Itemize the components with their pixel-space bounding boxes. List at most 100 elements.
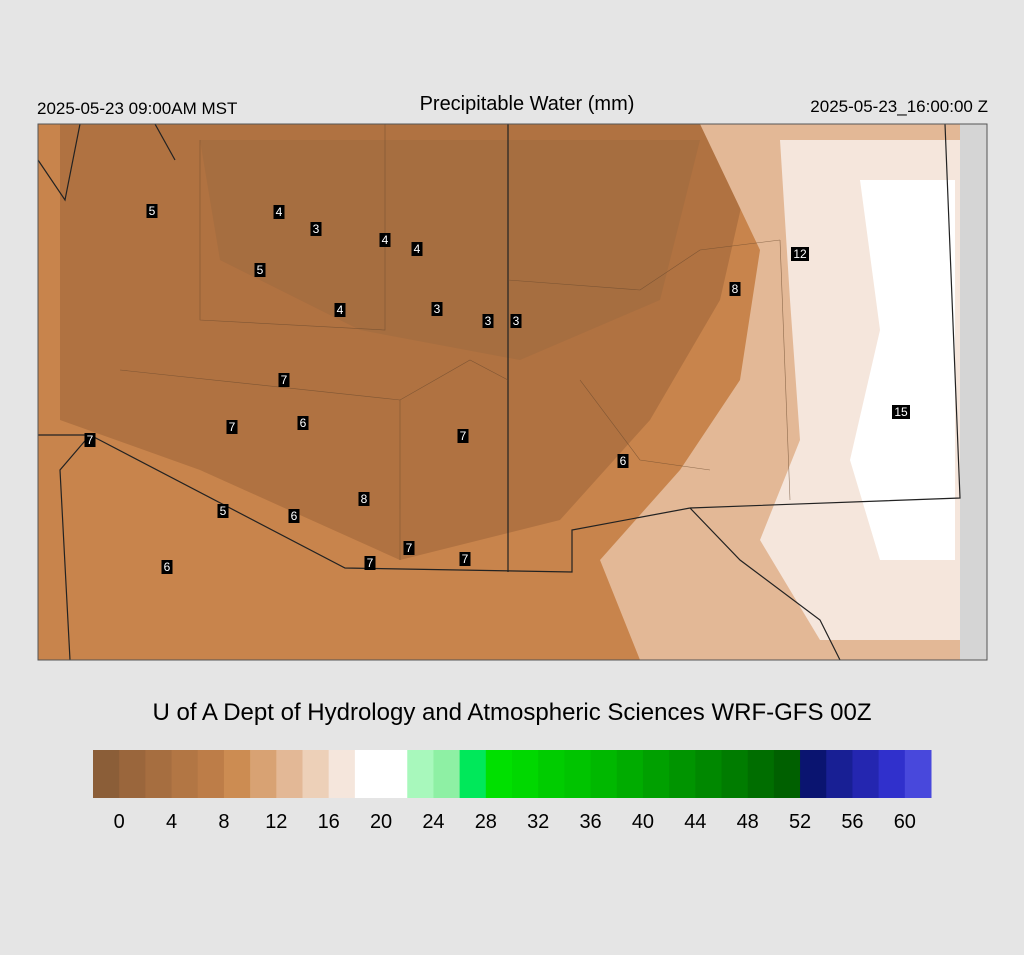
- station-value: 7: [281, 373, 288, 387]
- station-value: 7: [367, 556, 374, 570]
- colorbar-label: 8: [218, 811, 229, 833]
- station-value: 7: [229, 420, 236, 434]
- colorbar-swatch: [328, 750, 356, 798]
- station-value: 15: [894, 405, 908, 419]
- station-box: [297, 416, 309, 430]
- station-value: 4: [276, 205, 283, 219]
- colorbar-swatch: [826, 750, 853, 798]
- colorbar-swatch: [852, 750, 880, 798]
- station-value: 4: [382, 233, 389, 247]
- colorbar-swatch: [904, 750, 932, 798]
- colorbar-swatch: [538, 750, 565, 798]
- colorbar-swatch: [512, 750, 539, 798]
- colorbar-swatch: [669, 750, 696, 798]
- station-box: [364, 556, 376, 570]
- colorbar-swatch: [250, 750, 277, 798]
- station-box: [84, 433, 96, 447]
- station-box: [892, 405, 910, 419]
- colorbar-swatch: [721, 750, 749, 798]
- station-value: 7: [406, 541, 413, 555]
- station-value: 6: [300, 416, 307, 430]
- station-box: [334, 303, 346, 317]
- colorbar-label: 60: [894, 811, 916, 833]
- colorbar-swatch: [747, 750, 775, 798]
- map: [37, 123, 988, 661]
- station-box: [459, 552, 471, 566]
- colorbar-label: 36: [579, 811, 601, 833]
- colorbar-swatch: [145, 750, 173, 798]
- station-box: [510, 314, 522, 328]
- colorbar-swatch: [171, 750, 199, 798]
- colorbar-swatch: [459, 750, 487, 798]
- station-value: 6: [620, 454, 627, 468]
- station-value: 7: [460, 429, 467, 443]
- station-value: 6: [291, 509, 298, 523]
- colorbar-label: 24: [422, 811, 444, 833]
- station-value: 4: [414, 242, 421, 256]
- colorbar-swatch: [354, 750, 382, 798]
- colorbar-label: 16: [318, 811, 340, 833]
- station-box: [161, 560, 173, 574]
- station-box: [791, 247, 809, 261]
- station-box: [403, 541, 415, 555]
- colorbar-swatch: [616, 750, 644, 798]
- station-value: 3: [313, 222, 320, 236]
- station-value: 3: [513, 314, 520, 328]
- colorbar-swatch: [223, 750, 251, 798]
- colorbar-swatch: [773, 750, 801, 798]
- station-box: [379, 233, 391, 247]
- station-value: 5: [257, 263, 264, 277]
- station-value: 5: [149, 204, 156, 218]
- colorbar-label: 28: [475, 811, 497, 833]
- colorbar-swatch: [93, 750, 120, 798]
- colorbar-swatch: [590, 750, 618, 798]
- station-box: [254, 263, 266, 277]
- station-box: [482, 314, 494, 328]
- station-box: [273, 205, 285, 219]
- colorbar-swatch: [564, 750, 592, 798]
- station-box: [288, 509, 300, 523]
- station-box: [310, 222, 322, 236]
- colorbar-label: 52: [789, 811, 811, 833]
- station-value: 4: [337, 303, 344, 317]
- station-box: [226, 420, 238, 434]
- station-box: [457, 429, 469, 443]
- station-box: [146, 204, 158, 218]
- colorbar-label: 0: [114, 811, 125, 833]
- credit: U of A Dept of Hydrology and Atmospheric…: [153, 699, 872, 726]
- colorbar-swatch: [119, 750, 146, 798]
- colorbar-label: 20: [370, 811, 392, 833]
- station-value: 7: [462, 552, 469, 566]
- colorbar-swatch: [695, 750, 722, 798]
- colorbar-swatch: [878, 750, 906, 798]
- colorbar-swatch: [433, 750, 461, 798]
- colorbar-swatch: [302, 750, 330, 798]
- station-box: [431, 302, 443, 316]
- station-box: [729, 282, 741, 296]
- colorbar-label: 4: [166, 811, 177, 833]
- station-box: [411, 242, 423, 256]
- station-value: 3: [434, 302, 441, 316]
- station-value: 8: [732, 282, 739, 296]
- colorbar-label: 48: [737, 811, 759, 833]
- colorbar-label: 32: [527, 811, 549, 833]
- station-box: [278, 373, 290, 387]
- colorbar-swatch: [485, 750, 513, 798]
- station-box: [617, 454, 629, 468]
- colorbar-swatch: [276, 750, 303, 798]
- valid-time-local: 2025-05-23 09:00AM MST: [37, 99, 237, 118]
- station-value: 3: [485, 314, 492, 328]
- colorbar-swatch: [800, 750, 827, 798]
- map-title: Precipitable Water (mm): [420, 93, 635, 115]
- station-labels: 5 4 3 4 4 5 12 8 4 3 3 3 7 7 6 15 7 7 6 8 5 6 7 7 7 6: [84, 204, 910, 574]
- station-value: 6: [164, 560, 171, 574]
- station-value: 12: [793, 247, 807, 261]
- valid-time-utc: 2025-05-23_16:00:00 Z: [810, 97, 988, 116]
- colorbar-swatch: [407, 750, 434, 798]
- colorbar: 0 4 8 12 16 20 24 28 32 36 40 44 48 52 56 60: [93, 750, 932, 833]
- station-box: [217, 504, 229, 518]
- colorbar-swatch: [381, 750, 408, 798]
- colorbar-label: 12: [265, 811, 287, 833]
- colorbar-swatch: [197, 750, 225, 798]
